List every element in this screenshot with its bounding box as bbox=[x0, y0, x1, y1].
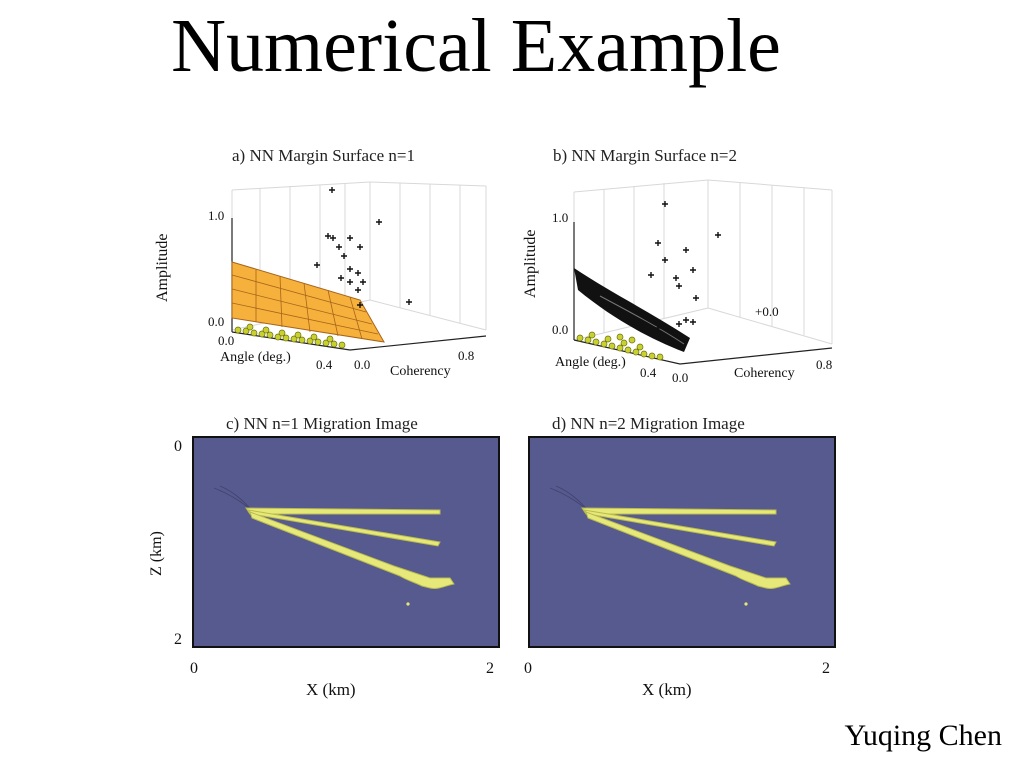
panel-a-ytick-0: 0.0 bbox=[354, 357, 371, 372]
panel-b-ztick-bottom: 0.0 bbox=[552, 322, 569, 337]
panel-d-xtick-0: 0 bbox=[524, 660, 532, 677]
panel-a-green-points bbox=[234, 323, 346, 349]
panel-a-xtick-0: 0.0 bbox=[218, 333, 235, 348]
panel-b-xlabel: Angle (deg.) bbox=[555, 355, 626, 370]
panel-b-ytick-0: 0.0 bbox=[672, 370, 689, 385]
panel-a-ylabel: Coherency bbox=[390, 364, 451, 379]
panel-c-zlabel: Z (km) bbox=[148, 531, 165, 576]
panel-a-title: a) NN Margin Surface n=1 bbox=[232, 146, 415, 165]
slide-author: Yuqing Chen bbox=[844, 719, 1003, 752]
panel-b-green-points bbox=[576, 331, 664, 361]
panel-b-ylabel: Coherency bbox=[734, 366, 795, 381]
panel-a-ytick-1: 0.8 bbox=[458, 348, 475, 363]
slide-title: Numerical Example bbox=[171, 4, 781, 88]
panel-c-migration-image bbox=[192, 436, 500, 648]
panel-b-annotation: +0.0 bbox=[755, 304, 779, 319]
panel-b-ztick-top: 1.0 bbox=[552, 210, 569, 225]
panel-d-reflectors bbox=[549, 485, 791, 606]
panel-a-xlabel: Angle (deg.) bbox=[220, 350, 291, 365]
panel-c-reflectors bbox=[213, 485, 455, 606]
panel-c-title: c) NN n=1 Migration Image bbox=[226, 414, 418, 433]
panel-c-ztick-0: 0 bbox=[174, 438, 182, 455]
panel-a-ztick-bottom: 0.0 bbox=[208, 314, 225, 329]
panel-d-xtick-2: 2 bbox=[822, 660, 830, 677]
panel-a-axes-box bbox=[231, 181, 487, 331]
panel-c-xtick-2: 2 bbox=[486, 660, 494, 677]
panel-b-axes-box bbox=[573, 179, 833, 345]
panel-c-xlabel: X (km) bbox=[306, 680, 356, 699]
panel-c-xtick-0: 0 bbox=[190, 660, 198, 677]
panel-a-xtick-1: 0.4 bbox=[316, 357, 333, 372]
panel-c-ztick-2: 2 bbox=[174, 631, 182, 648]
panel-b-title: b) NN Margin Surface n=2 bbox=[553, 146, 737, 165]
panel-a-margin-surface bbox=[231, 261, 385, 343]
panel-a-cross-points bbox=[314, 187, 412, 308]
panel-b-xtick: 0.4 bbox=[640, 365, 657, 380]
panel-b-ytick-1: 0.8 bbox=[816, 357, 833, 372]
panel-d-xlabel: X (km) bbox=[642, 680, 692, 699]
panel-a-ztick-top: 1.0 bbox=[208, 208, 225, 223]
panel-b-margin-surface bbox=[574, 268, 690, 352]
panel-d-title: d) NN n=2 Migration Image bbox=[552, 414, 745, 433]
panel-b-cross-points bbox=[648, 201, 721, 333]
panel-d-migration-image bbox=[528, 436, 836, 648]
